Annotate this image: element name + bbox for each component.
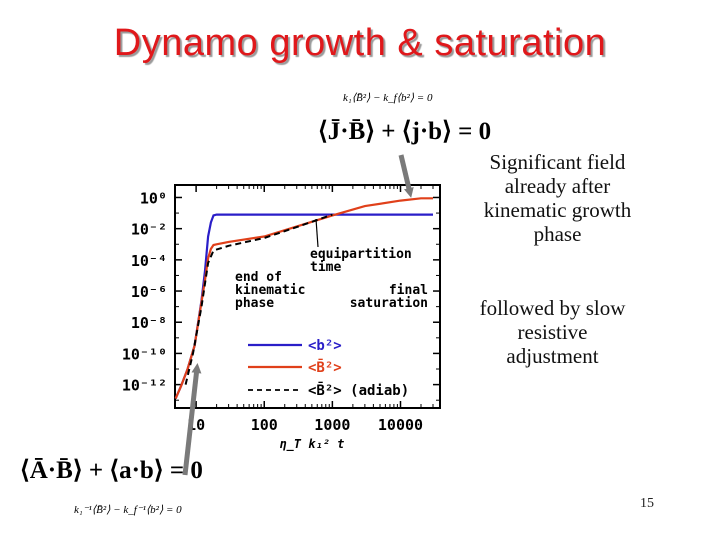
legend-small-scale-field-label: <b²> [308, 338, 342, 354]
slide-title: Dynamo growth & saturation [113, 22, 607, 64]
equation-bottom-small: k₁⁻¹⟨B̄²⟩ − k_f⁻¹⟨b²⟩ = 0 [74, 504, 182, 516]
x-tick-label: 100 [251, 416, 278, 434]
x-tick-label: 1000 [314, 416, 350, 434]
equation-top-big: ⟨J̄·B̄⟩ + ⟨j·b⟩ = 0 [318, 118, 492, 145]
y-tick-label: 10⁻² [131, 221, 167, 239]
y-tick-label: 10⁻¹² [122, 377, 167, 395]
annotation-end-of-kinematic-phase: end of kinematic phase [235, 270, 305, 311]
y-tick-label: 10⁻⁶ [131, 283, 167, 301]
annotation-equipartition-time: equipartition time [310, 247, 412, 275]
plot-frame [174, 184, 441, 409]
note-resistive-adjustment: followed by slow resistive adjustment [479, 296, 626, 368]
arrow-bottom [182, 363, 202, 476]
y-tick-label: 10⁻⁸ [131, 314, 167, 332]
legend-mean-field-label: <B̄²> [308, 357, 342, 376]
arrow-top [398, 154, 414, 198]
y-tick-label: 10⁻¹⁰ [122, 345, 167, 363]
note-significant-field: Significant field already after kinemati… [483, 150, 632, 246]
x-tick-label: 10000 [378, 416, 423, 434]
equation-top-small: k₁⟨B̄²⟩ − k_f⟨b²⟩ = 0 [343, 92, 433, 104]
page-number: 15 [640, 496, 654, 511]
equation-bottom-big: ⟨Ā·B̄⟩ + ⟨a·b⟩ = 0 [20, 457, 203, 484]
y-tick-label: 10⁻⁴ [131, 252, 167, 270]
annotation-leader [315, 218, 319, 248]
adiabatic-mean-field-line [184, 213, 333, 385]
y-tick-label: 10⁰ [140, 189, 167, 207]
x-axis-label: η_T k₁² t [279, 437, 344, 452]
annotation-final-saturation: final saturation [350, 283, 428, 311]
legend-adiabatic-mean-field-label: <B̄²> (adiab) [308, 380, 409, 399]
